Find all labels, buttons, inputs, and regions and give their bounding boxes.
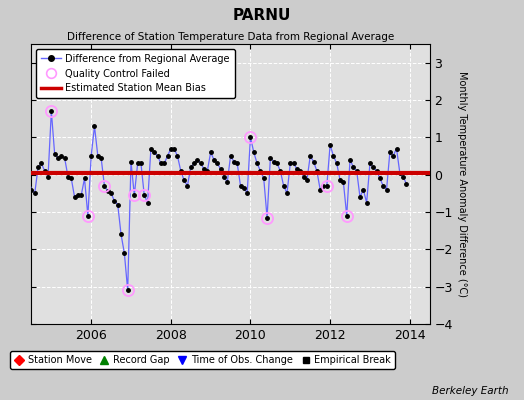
Text: PARNU: PARNU — [233, 8, 291, 23]
Legend: Station Move, Record Gap, Time of Obs. Change, Empirical Break: Station Move, Record Gap, Time of Obs. C… — [10, 351, 395, 369]
Text: Berkeley Earth: Berkeley Earth — [432, 386, 508, 396]
Legend: Difference from Regional Average, Quality Control Failed, Estimated Station Mean: Difference from Regional Average, Qualit… — [36, 49, 235, 98]
Y-axis label: Monthly Temperature Anomaly Difference (°C): Monthly Temperature Anomaly Difference (… — [457, 71, 467, 297]
Title: Difference of Station Temperature Data from Regional Average: Difference of Station Temperature Data f… — [67, 32, 394, 42]
